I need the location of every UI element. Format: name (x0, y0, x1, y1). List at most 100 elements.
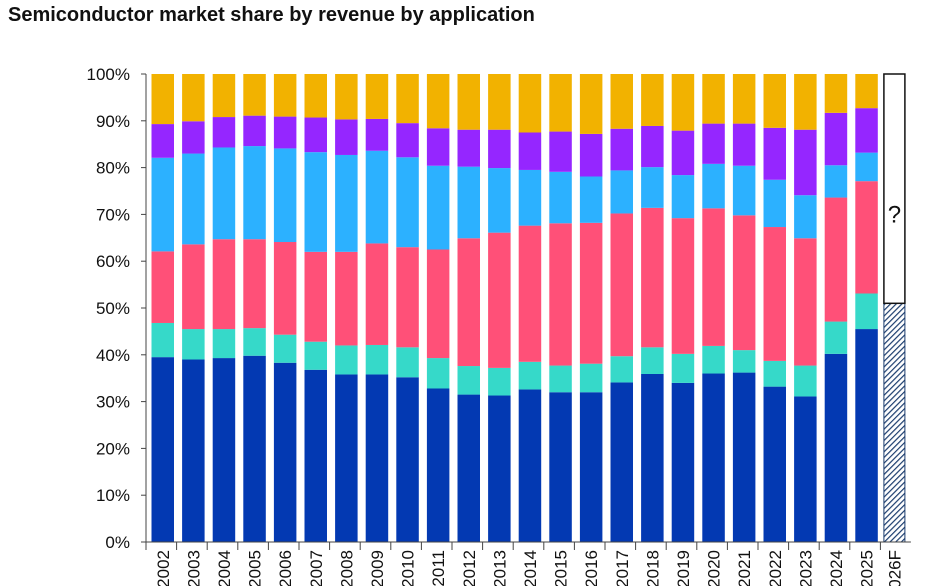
bar-segment-2007-s4 (304, 152, 327, 252)
bar-segment-2012-s5 (457, 129, 480, 167)
bar-segment-2021-s5 (732, 123, 756, 166)
bar-segment-2007-s5 (304, 117, 327, 153)
bar-segment-2020-s4 (702, 163, 725, 209)
bar-segment-2024-s4 (824, 165, 848, 198)
x-tick-label: 2018 (643, 550, 662, 586)
bar-segment-2009-s1 (365, 374, 389, 542)
bar-segment-2016-s1 (579, 392, 603, 542)
bar-segment-2020-s3 (702, 208, 725, 346)
x-axis: 2002 2003 2004 2005 2006 2007 2008 2009 2010 2011… (145, 541, 911, 586)
bar-segment-2005-s4 (243, 146, 266, 240)
bar-segment-2018-s3 (641, 207, 664, 348)
bar-segment-2023-s6 (794, 74, 817, 130)
bar-segment-2022-s3 (763, 227, 786, 361)
x-tick-label: 2003 (184, 550, 203, 586)
bar-segment-2006-s2 (273, 334, 297, 363)
bar-segment-2017-s4 (610, 170, 633, 214)
bar-segment-2024-s6 (824, 74, 848, 113)
bar-segment-2010-s5 (396, 123, 419, 158)
forecast-bar-unknown (883, 73, 906, 305)
bar-segment-2017-s6 (610, 74, 633, 129)
bar-segment-2022-s4 (763, 179, 786, 228)
bar-segment-2014-s1 (518, 389, 542, 542)
bar-segment-2004-s2 (212, 329, 236, 359)
bar-segment-2002-s3 (151, 251, 174, 323)
bar-segment-2003-s6 (182, 74, 205, 122)
bar-segment-2021-s4 (732, 165, 756, 216)
x-tick-label: 2022 (766, 550, 785, 586)
bar-segment-2006-s6 (273, 74, 297, 117)
bar-segment-2017-s3 (610, 213, 633, 357)
x-tick-label: 2025 (858, 550, 877, 586)
bar-segment-2004-s4 (212, 147, 236, 240)
bar-segment-2009-s5 (365, 118, 389, 151)
forecast-question-mark: ? (888, 201, 901, 228)
bar-segment-2020-s1 (702, 373, 725, 542)
bar-segment-2006-s4 (273, 148, 297, 243)
bar-segment-2016-s5 (579, 133, 603, 177)
x-tick-label: 2008 (337, 550, 356, 586)
bar-segment-2017-s1 (610, 382, 633, 542)
bar-segment-2016-s2 (579, 363, 603, 393)
bar-segment-2018-s2 (641, 347, 664, 374)
bar-segment-2008-s5 (335, 119, 358, 155)
bar-segment-2024-s2 (824, 321, 848, 354)
bar-segment-2002-s1 (151, 357, 174, 542)
bar-segment-2008-s3 (335, 251, 358, 346)
bar-segment-2025-s3 (855, 181, 878, 294)
bar-segment-2004-s1 (212, 358, 236, 542)
bar-segment-2015-s5 (549, 131, 572, 172)
bar-segment-2025-s2 (855, 293, 878, 330)
bar-segment-2015-s3 (549, 223, 572, 366)
bar-segment-2010-s2 (396, 347, 419, 378)
bar-segment-2012-s4 (457, 166, 480, 239)
y-tick-label: 70% (96, 205, 130, 224)
y-tick-label: 60% (96, 252, 130, 271)
bar-segment-2022-s1 (763, 386, 786, 542)
bar-segment-2011-s1 (426, 388, 450, 542)
bar-segment-2002-s5 (151, 124, 174, 158)
bar-segment-2005-s6 (243, 74, 266, 116)
bar-segment-2020-s6 (702, 74, 725, 124)
bar-segment-2013-s5 (488, 129, 511, 169)
bar-segment-2021-s1 (732, 372, 756, 542)
bar-segment-2003-s3 (182, 244, 205, 330)
bar-segment-2012-s2 (457, 366, 480, 395)
y-tick-label: 20% (96, 439, 130, 458)
bar-segment-2005-s3 (243, 239, 266, 329)
bar-segment-2017-s2 (610, 356, 633, 383)
bar-segment-2024-s5 (824, 112, 848, 166)
y-tick-label: 80% (96, 159, 130, 178)
bar-segment-2005-s1 (243, 355, 266, 542)
x-tick-label: 2023 (796, 550, 815, 586)
bar-segment-2003-s4 (182, 153, 205, 245)
bar-segment-2019-s6 (671, 74, 695, 131)
y-tick-label: 10% (96, 486, 130, 505)
bar-segment-2019-s2 (671, 353, 695, 383)
bar-segment-2003-s1 (182, 359, 205, 542)
y-tick-label: 30% (96, 393, 130, 412)
bar-segment-2019-s5 (671, 130, 695, 176)
bar-segment-2024-s3 (824, 197, 848, 322)
bar-segment-2013-s4 (488, 168, 511, 233)
bar-segment-2023-s5 (794, 129, 817, 196)
bar-segment-2009-s6 (365, 74, 389, 119)
bar-segment-2005-s2 (243, 328, 266, 356)
bar-segment-2008-s2 (335, 345, 358, 375)
bar-segment-2013-s1 (488, 395, 511, 542)
bar-segment-2023-s3 (794, 238, 817, 366)
bar-segment-2021-s6 (732, 74, 756, 124)
x-tick-label: 2010 (399, 550, 418, 586)
bar-segment-2006-s3 (273, 242, 297, 335)
bar-segment-2019-s1 (671, 382, 695, 542)
bar-segment-2018-s6 (641, 74, 664, 126)
bar-segment-2009-s3 (365, 243, 389, 345)
bar-segment-2021-s2 (732, 350, 756, 373)
x-tick-label: 2002 (154, 550, 173, 586)
bar-segment-2023-s2 (794, 365, 817, 397)
bar-segment-2010-s4 (396, 157, 419, 248)
bar-segment-2022-s5 (763, 127, 786, 180)
bar-segment-2013-s2 (488, 367, 511, 396)
bar-segment-2010-s6 (396, 74, 419, 124)
